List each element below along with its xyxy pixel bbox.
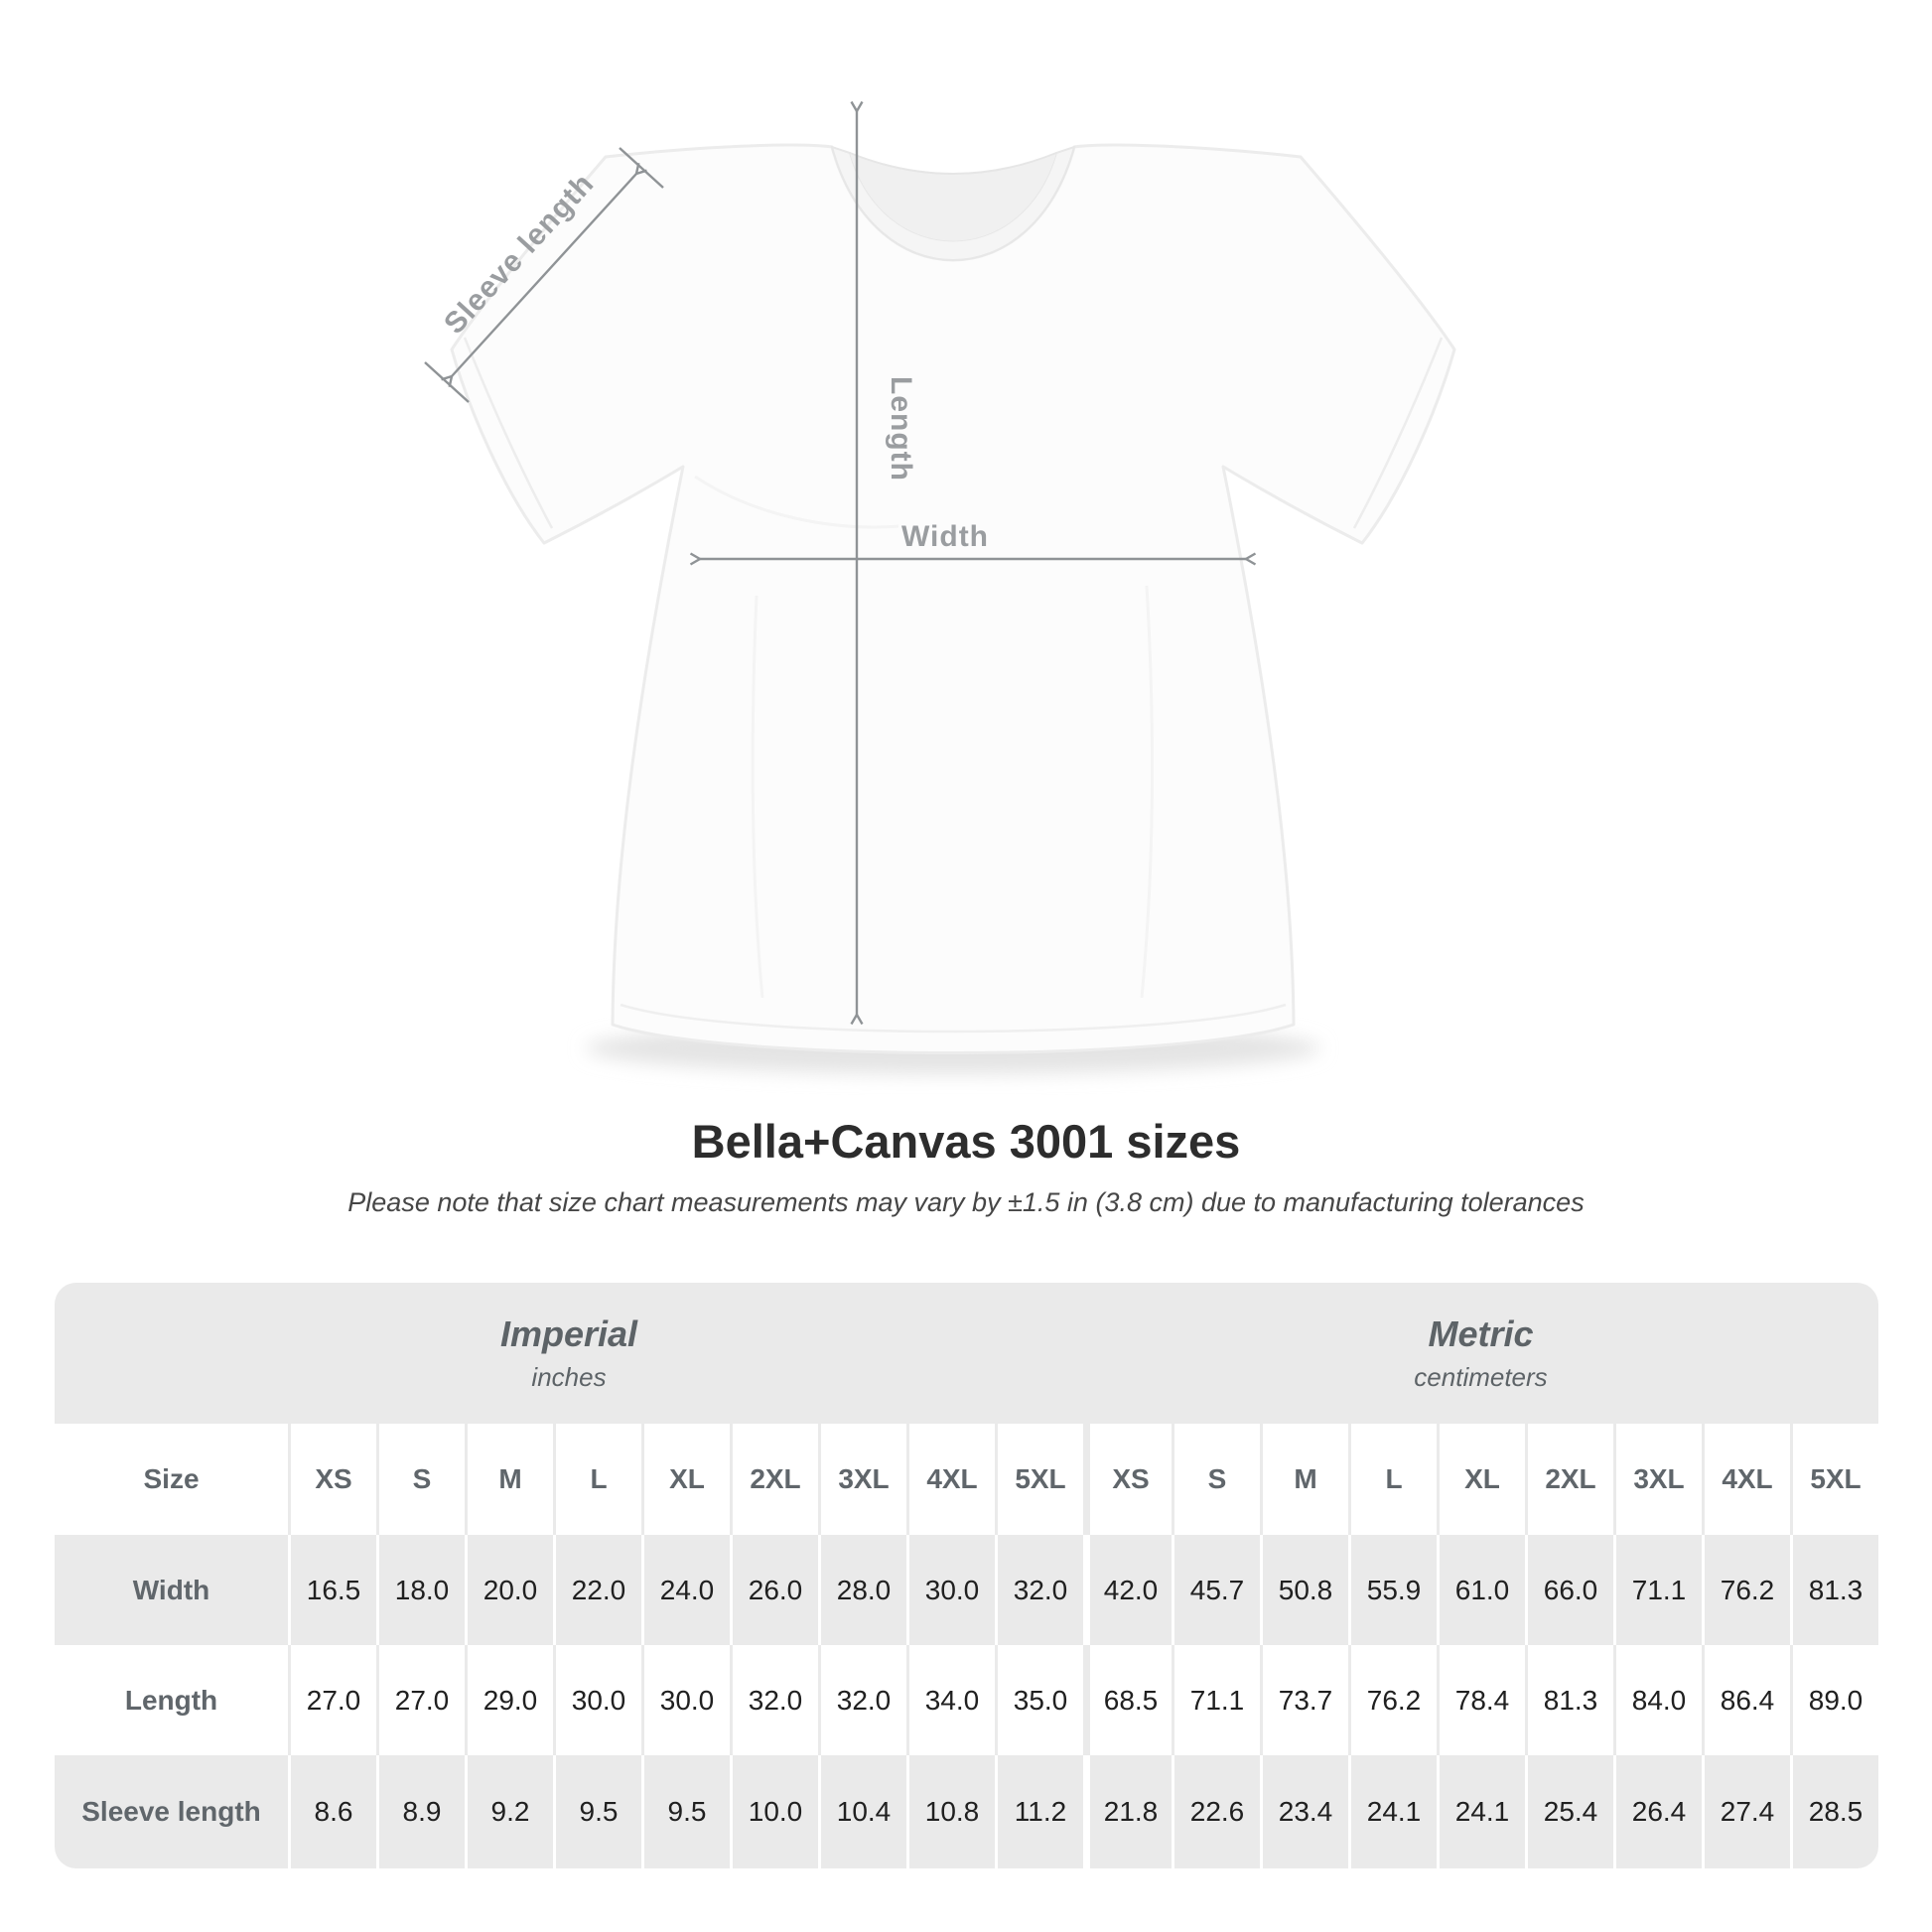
table-cell: 10.8 (906, 1755, 995, 1868)
size-header-row: Size XS S M L XL 2XL 3XL 4XL 5XL XS S M … (55, 1424, 1878, 1535)
table-cell: 50.8 (1260, 1535, 1348, 1645)
table-cell: 42.0 (1083, 1535, 1172, 1645)
table-cell: 34.0 (906, 1645, 995, 1755)
table-cell: 30.0 (641, 1645, 730, 1755)
tshirt-measurement-diagram: Sleeve length Length Width (424, 0, 1456, 1074)
table-cell: 32.0 (818, 1645, 906, 1755)
size-col-header-imperial-5xl: 5XL (995, 1424, 1083, 1535)
table-cell: 8.9 (376, 1755, 465, 1868)
table-cell: 32.0 (995, 1535, 1083, 1645)
table-cell: 9.2 (465, 1755, 553, 1868)
table-cell: 23.4 (1260, 1755, 1348, 1868)
table-cell: 24.1 (1437, 1755, 1525, 1868)
imperial-unit-header: Imperial inches (55, 1283, 1083, 1424)
row-label-width: Width (132, 1574, 210, 1605)
sleeve-length-dimension-line (452, 174, 636, 376)
table-cell: 26.4 (1613, 1755, 1702, 1868)
metric-label: Metric (1428, 1312, 1534, 1354)
table-cell: 61.0 (1437, 1535, 1525, 1645)
table-cell: 68.5 (1083, 1645, 1172, 1755)
table-cell: 22.6 (1172, 1755, 1260, 1868)
size-col-header-imperial-l: L (553, 1424, 641, 1535)
row-label-sleeve-length: Sleeve length (81, 1796, 261, 1827)
table-cell: 24.0 (641, 1535, 730, 1645)
table-cell: 27.0 (288, 1645, 376, 1755)
size-col-header-metric-4xl: 4XL (1702, 1424, 1790, 1535)
table-cell: 27.0 (376, 1645, 465, 1755)
unit-header-band: Imperial inches Metric centimeters (55, 1283, 1878, 1424)
table-cell: 25.4 (1525, 1755, 1613, 1868)
table-cell: 24.1 (1348, 1755, 1437, 1868)
table-cell: 8.6 (288, 1755, 376, 1868)
table-cell: 35.0 (995, 1645, 1083, 1755)
table-cell: 66.0 (1525, 1535, 1613, 1645)
table-cell: 71.1 (1613, 1535, 1702, 1645)
imperial-label: Imperial (499, 1312, 638, 1354)
table-cell: 30.0 (553, 1645, 641, 1755)
size-col-header-imperial-4xl: 4XL (906, 1424, 995, 1535)
table-cell: 30.0 (906, 1535, 995, 1645)
length-label: Length (885, 376, 917, 482)
table-cell: 55.9 (1348, 1535, 1437, 1645)
size-col-header-imperial-xs: XS (288, 1424, 376, 1535)
size-col-header-metric-5xl: 5XL (1790, 1424, 1878, 1535)
table-cell: 32.0 (730, 1645, 818, 1755)
table-cell: 45.7 (1172, 1535, 1260, 1645)
table-cell: 71.1 (1172, 1645, 1260, 1755)
row-label-length: Length (124, 1684, 218, 1716)
table-cell: 16.5 (288, 1535, 376, 1645)
table-row-sleeve-length: Sleeve length 8.6 8.9 9.2 9.5 9.5 10.0 1… (55, 1755, 1878, 1868)
table-cell: 84.0 (1613, 1645, 1702, 1755)
table-cell: 9.5 (553, 1755, 641, 1868)
size-col-header-imperial-2xl: 2XL (730, 1424, 818, 1535)
metric-unit: centimeters (1414, 1362, 1548, 1393)
size-col-header-metric-xl: XL (1437, 1424, 1525, 1535)
width-label: Width (901, 520, 989, 553)
table-cell: 81.3 (1790, 1535, 1878, 1645)
table-cell: 20.0 (465, 1535, 553, 1645)
table-cell: 89.0 (1790, 1645, 1878, 1755)
table-cell: 78.4 (1437, 1645, 1525, 1755)
page-subtitle: Please note that size chart measurements… (347, 1187, 1585, 1217)
table-cell: 26.0 (730, 1535, 818, 1645)
imperial-unit: inches (531, 1362, 607, 1393)
table-row-length: Length 27.0 27.0 29.0 30.0 30.0 32.0 32.… (55, 1645, 1878, 1755)
size-col-header-imperial-xl: XL (641, 1424, 730, 1535)
table-cell: 28.0 (818, 1535, 906, 1645)
table-cell: 29.0 (465, 1645, 553, 1755)
size-col-header-metric-2xl: 2XL (1525, 1424, 1613, 1535)
table-cell: 9.5 (641, 1755, 730, 1868)
table-cell: 18.0 (376, 1535, 465, 1645)
table-cell: 22.0 (553, 1535, 641, 1645)
size-col-header-metric-xs: XS (1083, 1424, 1172, 1535)
page-title: Bella+Canvas 3001 sizes (691, 1115, 1241, 1168)
size-col-header-imperial-m: M (465, 1424, 553, 1535)
table-row-width: Width 16.5 18.0 20.0 22.0 24.0 26.0 28.0… (55, 1535, 1878, 1645)
size-col-header-metric-m: M (1260, 1424, 1348, 1535)
table-cell: 27.4 (1702, 1755, 1790, 1868)
size-corner-label: Size (143, 1463, 200, 1494)
table-cell: 21.8 (1083, 1755, 1172, 1868)
table-cell: 86.4 (1702, 1645, 1790, 1755)
table-cell: 11.2 (995, 1755, 1083, 1868)
table-cell: 81.3 (1525, 1645, 1613, 1755)
table-cell: 76.2 (1348, 1645, 1437, 1755)
tshirt-illustration (450, 143, 1456, 1054)
size-col-header-metric-l: L (1348, 1424, 1437, 1535)
metric-unit-header: Metric centimeters (1083, 1283, 1878, 1424)
size-col-header-metric-s: S (1172, 1424, 1260, 1535)
dimension-lines (424, 111, 1246, 1015)
table-cell: 73.7 (1260, 1645, 1348, 1755)
size-col-header-imperial-s: S (376, 1424, 465, 1535)
size-col-header-imperial-3xl: 3XL (818, 1424, 906, 1535)
table-cell: 76.2 (1702, 1535, 1790, 1645)
table-cell: 10.4 (818, 1755, 906, 1868)
table-cell: 10.0 (730, 1755, 818, 1868)
size-col-header-metric-3xl: 3XL (1613, 1424, 1702, 1535)
table-cell: 28.5 (1790, 1755, 1878, 1868)
size-table: Imperial inches Metric centimeters Size … (55, 1283, 1878, 1868)
